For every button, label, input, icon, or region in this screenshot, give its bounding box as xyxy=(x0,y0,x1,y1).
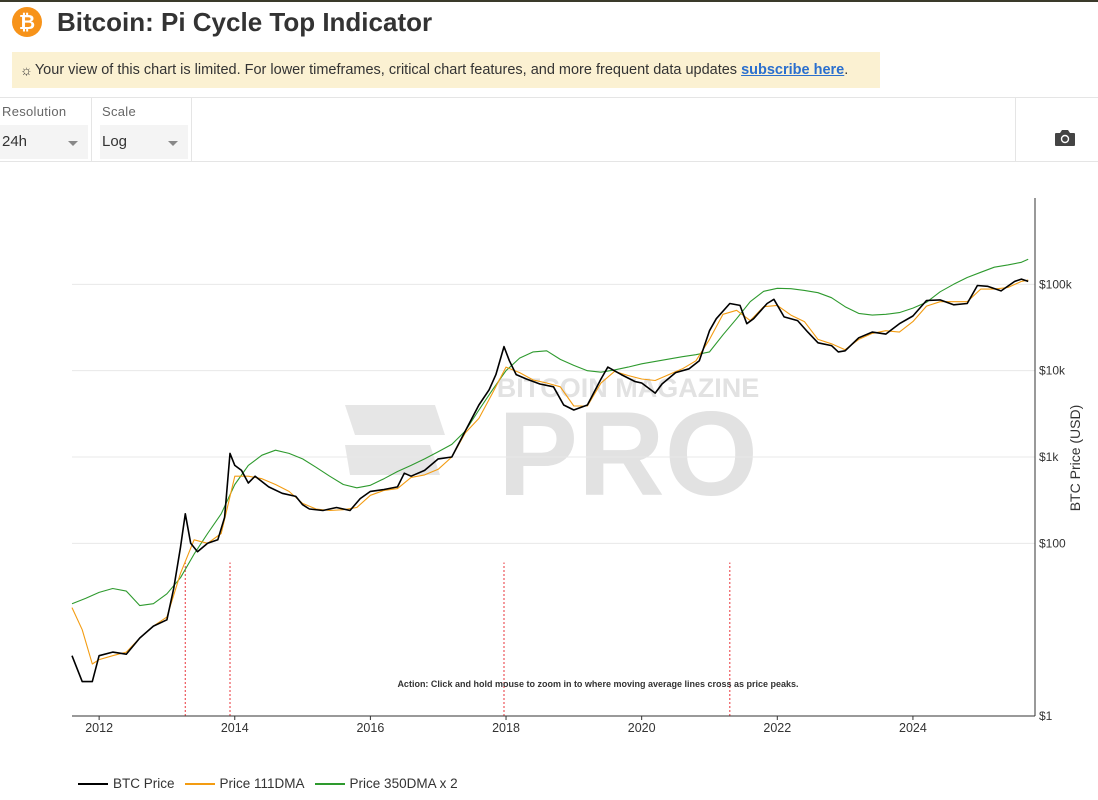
subscribe-link[interactable]: subscribe here xyxy=(741,62,845,78)
legend-label: Price 111DMA xyxy=(219,776,305,791)
series-line-dma350x2 xyxy=(71,258,1029,607)
legend-item-350dma[interactable]: Price 350DMA x 2 xyxy=(314,776,458,791)
limited-view-notice: ☼ Your view of this chart is limited. Fo… xyxy=(12,52,880,88)
resolution-value: 24h xyxy=(2,133,28,150)
x-tick-label: 2024 xyxy=(899,721,927,735)
toolbar-divider xyxy=(1015,98,1016,161)
scale-label: Scale xyxy=(102,104,137,119)
x-tick-label: 2018 xyxy=(492,721,520,735)
top-border xyxy=(0,0,1098,2)
chart-legend: BTC Price Price 111DMA Price 350DMA x 2 xyxy=(78,776,468,791)
scale-control: Scale Log xyxy=(100,98,190,161)
action-annotation: Action: Click and hold mouse to zoom in … xyxy=(397,679,798,689)
series-line-dma111 xyxy=(71,279,1029,665)
series-lines xyxy=(71,258,1029,683)
grid xyxy=(72,283,1035,544)
toolbar-divider xyxy=(191,98,192,161)
legend-label: BTC Price xyxy=(113,776,175,791)
tick-labels: $1 $100 $1k $10k $100k 2012 2014 2016 2018 2020 20… xyxy=(85,277,1072,735)
legend-item-111dma[interactable]: Price 111DMA xyxy=(184,776,305,791)
y-tick-label: $1 xyxy=(1039,709,1053,723)
x-tick-label: 2020 xyxy=(628,721,656,735)
scale-select[interactable]: Log xyxy=(100,125,188,159)
chevron-down-icon xyxy=(68,141,78,146)
scale-value: Log xyxy=(102,133,128,150)
x-tick-label: 2012 xyxy=(85,721,113,735)
crossover-markers xyxy=(184,562,731,716)
legend-swatch xyxy=(78,782,108,785)
x-tick-label: 2014 xyxy=(221,721,249,735)
bitcoin-logo-icon: ₿ xyxy=(12,7,42,37)
sun-icon: ☼ xyxy=(20,62,33,78)
page-title: Bitcoin: Pi Cycle Top Indicator xyxy=(57,6,433,37)
chart-toolbar: Resolution 24h Scale Log xyxy=(0,97,1098,162)
series-line-btc xyxy=(71,278,1029,683)
notice-text: Your view of this chart is limited. For … xyxy=(34,62,738,78)
pi-cycle-chart[interactable]: BITCOIN MAGAZINE PRO $1 $100 $1k $10k $100k 2… xyxy=(0,160,1098,776)
x-tick-label: 2022 xyxy=(763,721,791,735)
y-axis-label: BTC Price (USD) xyxy=(1067,405,1083,512)
watermark-main: PRO xyxy=(498,387,758,521)
page-header: ₿ Bitcoin: Pi Cycle Top Indicator xyxy=(12,6,432,38)
watermark-emblem xyxy=(345,405,445,475)
x-tick-label: 2016 xyxy=(356,721,384,735)
legend-swatch xyxy=(184,782,215,785)
resolution-control: Resolution 24h xyxy=(0,98,90,161)
resolution-select[interactable]: 24h xyxy=(0,125,88,159)
legend-label: Price 350DMA x 2 xyxy=(349,776,458,791)
y-tick-label: $1k xyxy=(1039,450,1059,464)
legend-item-btc[interactable]: BTC Price xyxy=(78,776,175,791)
chevron-down-icon xyxy=(168,141,178,146)
y-tick-label: $100 xyxy=(1039,536,1066,550)
toolbar-divider xyxy=(91,98,92,161)
notice-end: . xyxy=(844,62,849,78)
y-tick-label: $100k xyxy=(1039,277,1073,291)
resolution-label: Resolution xyxy=(2,104,67,119)
legend-swatch xyxy=(314,782,345,785)
camera-icon[interactable] xyxy=(1053,128,1077,148)
y-tick-label: $10k xyxy=(1039,364,1066,378)
axes xyxy=(72,198,1036,717)
watermark: BITCOIN MAGAZINE PRO xyxy=(345,373,759,521)
